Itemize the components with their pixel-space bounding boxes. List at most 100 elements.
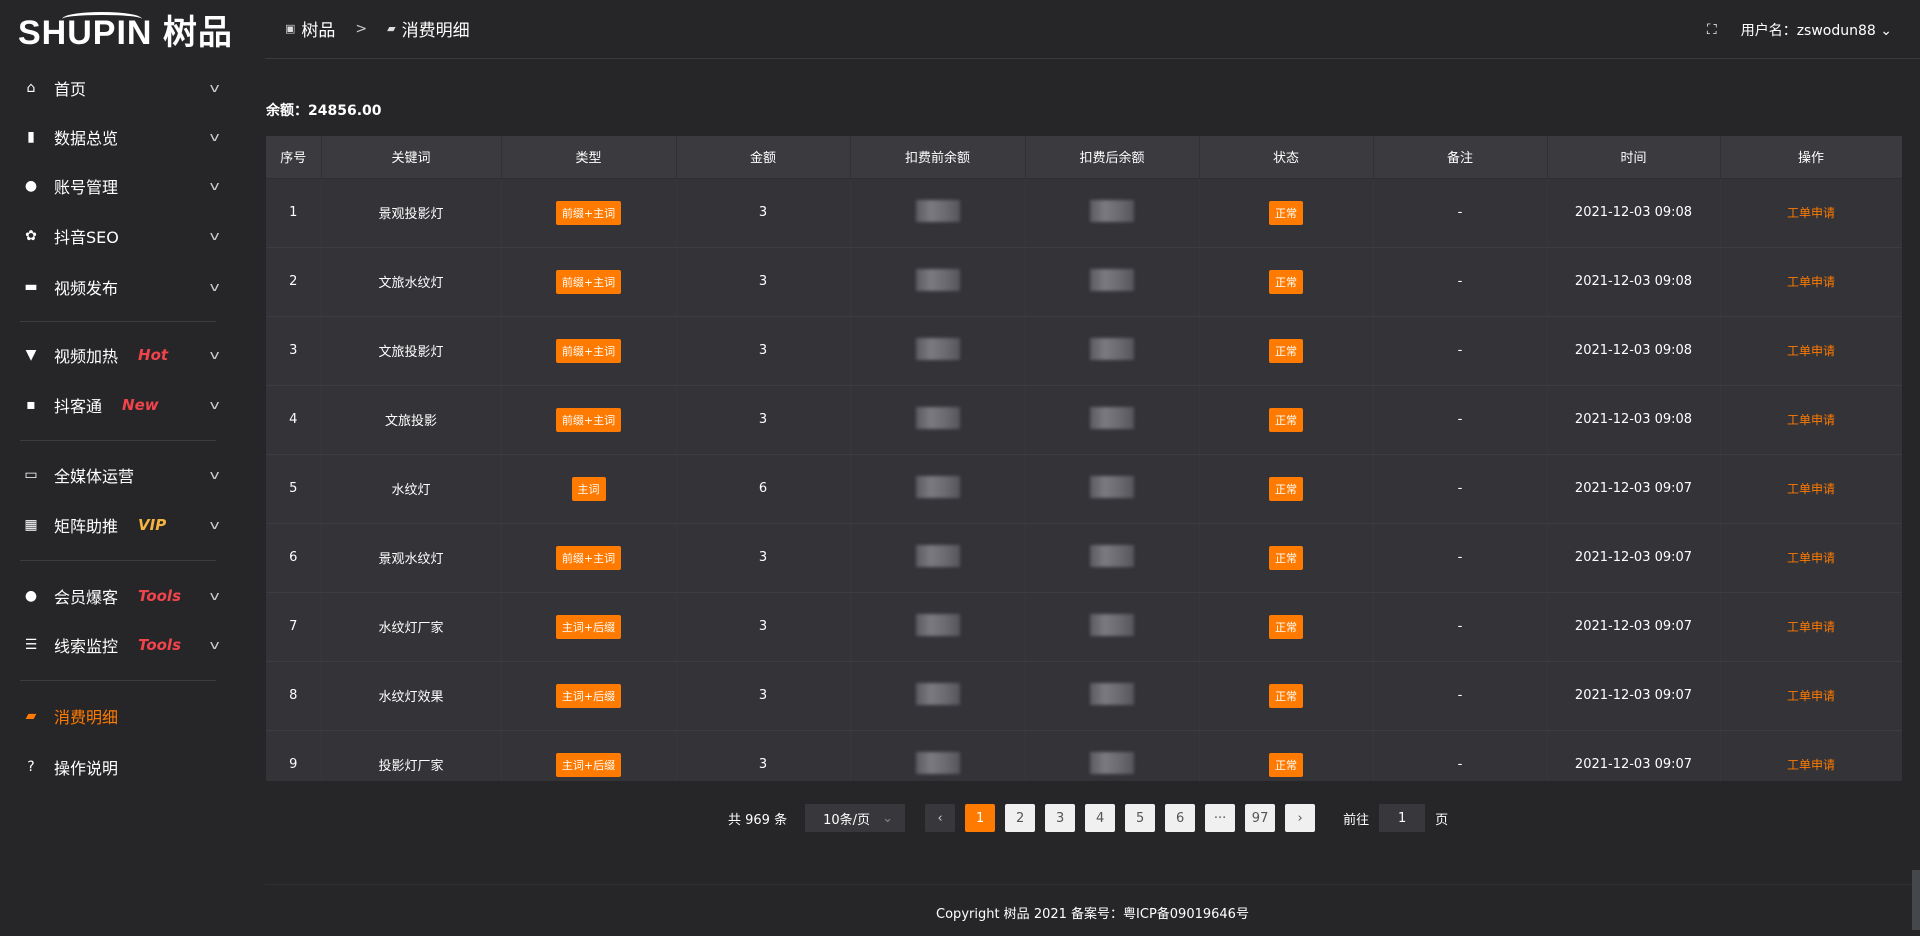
sidebar-item-5[interactable]: ▼ 视频加热 Hot v [0,335,240,375]
table-cell: 正常 [1199,247,1374,317]
goto-page-input[interactable]: 1 [1379,804,1426,832]
fullscreen-icon[interactable]: ⛶ [1706,22,1717,38]
sidebar-item-10[interactable]: ☰ 线索监控 Tools v [0,625,240,665]
footer-divider [265,884,1920,885]
sidebar-item-6[interactable]: ▪ 抖客通 New v [0,385,240,425]
ticket-apply-link[interactable]: 工单申请 [1786,275,1835,289]
sidebar-item-1[interactable]: ▮ 数据总览 v [0,117,240,157]
table-cell: 2021-12-03 09:08 [1547,178,1721,248]
column-header: 金额 [676,136,851,179]
ticket-apply-link[interactable]: 工单申请 [1786,344,1835,358]
table-row: 6 景观水纹灯 前缀+主词 3 正常 -2021-12-03 09:07 工单申请 [266,523,1902,593]
chevron-down-icon: v [209,179,220,193]
column-header: 扣费后余额 [1025,136,1200,179]
total-count: 共 969 条 [728,812,788,828]
bar-chart-icon: ▮ [27,129,35,145]
ticket-apply-link[interactable]: 工单申请 [1786,689,1835,703]
footer: Copyright 树品 2021 备案号：粤ICP备09019646号 [936,907,1249,922]
scrollbar[interactable] [1912,870,1920,930]
table-cell [850,178,1026,248]
table-cell: 工单申请 [1720,592,1902,662]
table-row: 3 文旅投影灯 前缀+主词 3 正常 -2021-12-03 09:08 工单申请 [266,316,1902,386]
sidebar-item-8[interactable]: ▦ 矩阵助推 VIP v [0,505,240,545]
page-suffix: 页 [1435,812,1449,828]
table-cell: 正常 [1199,316,1374,386]
ticket-apply-link[interactable]: 工单申请 [1786,206,1835,220]
page-button[interactable]: 3 [1045,804,1076,832]
page-button[interactable]: 6 [1165,804,1196,832]
redacted-value [1090,268,1134,291]
sidebar-item-4[interactable]: ▬ 视频发布 v [0,267,240,307]
wallet-icon: ▰ [25,708,37,724]
logo[interactable]: SHUPIN 树品 [18,10,233,54]
ticket-apply-link[interactable]: 工单申请 [1786,413,1835,427]
sidebar-item-7[interactable]: ▭ 全媒体运营 v [0,455,240,495]
page-button[interactable]: 1 [965,804,996,832]
chevron-down-icon: v [209,81,220,95]
page-button[interactable]: ··· [1205,804,1236,832]
table-row: 4 文旅投影 前缀+主词 3 正常 -2021-12-03 09:08 工单申请 [266,385,1902,455]
table-cell: 2021-12-03 09:07 [1547,592,1721,662]
status-badge: 正常 [1269,545,1303,570]
sidebar-item-0[interactable]: ⌂ 首页 v [0,68,240,108]
sidebar-item-label: 视频发布 [54,279,119,298]
sidebar-divider [20,680,216,681]
table-cell [850,592,1026,662]
chevron-down-icon: v [209,468,220,482]
table-cell: 水纹灯厂家 [321,592,502,662]
ticket-apply-link[interactable]: 工单申请 [1786,551,1835,565]
type-badge: 主词+后缀 [555,752,622,777]
sidebar-item-9[interactable]: ● 会员爆客 Tools v [0,576,240,616]
ticket-apply-link[interactable]: 工单申请 [1786,620,1835,634]
monitor-icon: ▭ [24,467,38,483]
table-cell: 2 [266,247,322,317]
column-header: 类型 [501,136,677,179]
ticket-apply-link[interactable]: 工单申请 [1786,482,1835,496]
page-button[interactable]: 4 [1085,804,1116,832]
type-badge: 前缀+主词 [555,338,622,363]
table-cell: 2021-12-03 09:07 [1547,730,1721,781]
table-cell: 文旅投影 [321,385,502,455]
table-cell: 工单申请 [1720,454,1902,524]
redacted-value [1090,475,1134,498]
sidebar-item-3[interactable]: ✿ 抖音SEO v [0,216,240,256]
sidebar-item-label: 抖音SEO [54,228,119,247]
table-cell: 3 [676,592,851,662]
breadcrumb-home[interactable]: 树品 [301,21,336,41]
header: ▣ 树品 > ▰ 消费明细 ⛶ 用户名：zswodun88 ⌄ [265,0,1920,59]
ticket-apply-link[interactable]: 工单申请 [1786,758,1835,772]
sidebar-divider [20,321,216,322]
table-cell: 3 [676,523,851,593]
redacted-value [1090,751,1134,774]
table-cell: 文旅水纹灯 [321,247,502,317]
sidebar-item-12[interactable]: ? 操作说明 [0,747,240,787]
page-button[interactable]: 5 [1125,804,1156,832]
table-cell: 3 [676,730,851,781]
table-cell: 前缀+主词 [501,523,677,593]
table-row: 8 水纹灯效果 主词+后缀 3 正常 -2021-12-03 09:07 工单申请 [266,661,1902,731]
type-badge: 主词 [571,476,606,501]
page-button[interactable]: 2 [1005,804,1036,832]
breadcrumb: ▣ 树品 > ▰ 消费明细 [285,16,470,42]
table-cell [1025,454,1200,524]
table-cell: - [1373,523,1548,593]
table-row: 5 水纹灯 主词 6 正常 -2021-12-03 09:07 工单申请 [266,454,1902,524]
table-cell: 工单申请 [1720,316,1902,386]
redacted-value [915,751,960,774]
sidebar-item-2[interactable]: ● 账号管理 v [0,166,240,206]
table-cell [850,454,1026,524]
table-cell: 投影灯厂家 [321,730,502,781]
table-cell: 正常 [1199,661,1374,731]
table-cell: 2021-12-03 09:08 [1547,247,1721,317]
page-size-select[interactable]: 10条/页 ⌄ [805,804,906,832]
table-row: 1 景观投影灯 前缀+主词 3 正常 -2021-12-03 09:08 工单申请 [266,178,1902,248]
sidebar-item-11[interactable]: ▰ 消费明细 [0,696,240,736]
page-button[interactable]: 97 [1245,804,1276,832]
table-cell: 2021-12-03 09:08 [1547,316,1721,386]
user-menu[interactable]: 用户名：zswodun88 ⌄ [1741,20,1892,40]
next-page-button[interactable]: › [1285,804,1316,832]
table-cell: 工单申请 [1720,178,1902,248]
prev-page-button[interactable]: ‹ [925,804,956,832]
sidebar-item-label: 视频加热 [54,347,119,366]
table-cell: 前缀+主词 [501,247,677,317]
